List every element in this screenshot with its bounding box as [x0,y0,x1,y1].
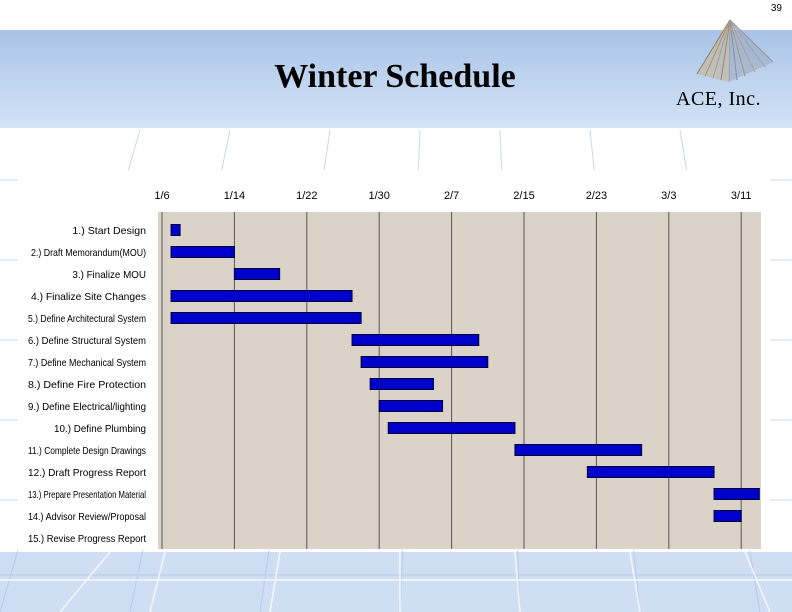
timeline-label: 1/14 [224,190,245,202]
logo-text: ACE, Inc. [676,88,762,110]
task-bar [713,510,742,522]
task-label: 3.) Finalize MOU [72,269,146,281]
task-label: 4.) Finalize Site Changes [31,291,146,303]
timeline-label: 3/11 [731,190,752,202]
timeline-label: 2/23 [586,190,607,202]
timeline-label: 2/15 [513,190,534,202]
task-bar [233,268,281,280]
task-label: 10.) Define Plumbing [54,423,146,435]
task-bar [713,488,760,500]
timeline-labels: 1/6 1/14 1/22 1/30 2/7 2/15 2/23 3/3 3/11 [154,190,751,202]
task-label: 2.) Draft Memorandum(MOU) [31,247,146,259]
timeline-label: 1/6 [154,190,169,202]
task-bar [170,290,353,302]
timeline-label: 2/7 [444,190,459,202]
task-label: 12.) Draft Progress Report [28,467,146,479]
task-bar [514,444,643,456]
task-bar [360,356,489,368]
pyramid-logo-icon [696,19,774,83]
task-label: 7.) Define Mechanical System [28,357,146,369]
plot-area [158,212,761,549]
task-label: 6.) Define Structural System [28,335,146,347]
slide-title: Winter Schedule [274,58,516,95]
task-label: 13.) Prepare Presentation Material [28,489,146,501]
timeline-label: 1/30 [368,190,389,202]
task-label: 14.) Advisor Review/Proposal [28,511,146,523]
task-labels: 1.) Start Design 2.) Draft Memorandum(MOU… [28,225,146,545]
task-label: 9.) Define Electrical/lighting [28,401,146,413]
task-bar [586,466,715,478]
task-label: 1.) Start Design [72,225,146,237]
task-bar [351,334,480,346]
task-bar [378,400,444,412]
task-bar [170,224,181,236]
task-bar [387,422,516,434]
header-band [0,30,792,128]
task-bar [170,312,362,324]
task-label: 15.) Revise Progress Report [28,533,146,545]
task-bars [170,224,760,522]
timeline-label: 1/22 [296,190,317,202]
task-label: 8.) Define Fire Protection [28,379,146,391]
task-label: 11.) Complete Design Drawings [28,445,146,457]
page-number: 39 [770,3,782,14]
timeline-label: 3/3 [661,190,676,202]
task-bar [170,246,235,258]
gantt-chart: 1/6 1/14 1/22 1/30 2/7 2/15 2/23 3/3 3/11 1.) St… [28,190,761,549]
task-bar [369,378,434,390]
top-strip [0,0,792,30]
task-label: 5.) Define Architectural System [28,313,146,325]
